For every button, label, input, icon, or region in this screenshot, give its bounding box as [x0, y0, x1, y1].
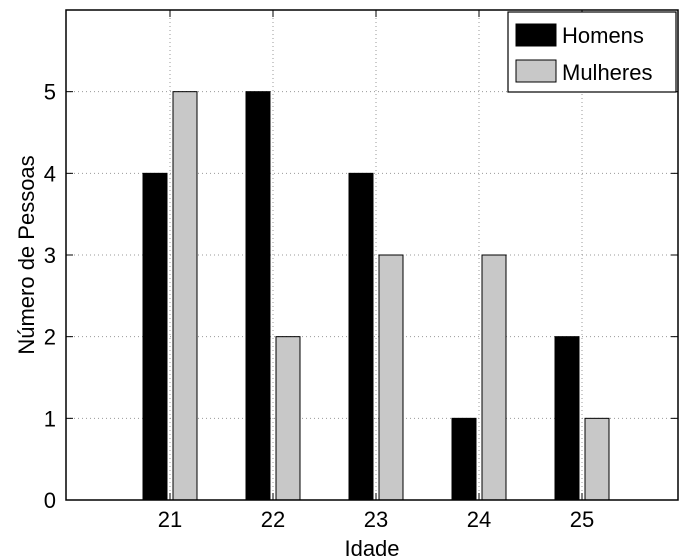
x-tick-label: 24	[467, 507, 491, 532]
y-tick-labels: 0 1 2 3 4 5	[44, 80, 56, 513]
legend-label-mulheres: Mulheres	[562, 60, 652, 85]
x-axis-title: Idade	[344, 536, 399, 560]
y-axis-title: Número de Pessoas	[14, 155, 39, 354]
bar-mulheres-24	[481, 254, 507, 501]
legend-label-homens: Homens	[562, 23, 644, 48]
legend-swatch-homens	[515, 23, 557, 47]
y-tick-label: 2	[44, 325, 56, 350]
x-tick-label: 22	[261, 507, 285, 532]
bar-homens-23	[348, 172, 374, 501]
y-tick-label: 5	[44, 80, 56, 105]
bar-homens-21	[142, 172, 168, 501]
bars	[142, 91, 610, 501]
y-tick-label: 4	[44, 161, 56, 186]
bar-homens-22	[245, 91, 271, 501]
legend-swatch-mulheres	[515, 59, 557, 83]
x-tick-labels: 21 22 23 24 25	[158, 507, 594, 532]
x-tick-label: 25	[570, 507, 594, 532]
bar-mulheres-21	[172, 91, 198, 501]
bar-mulheres-25	[584, 417, 610, 501]
y-tick-label: 1	[44, 406, 56, 431]
x-tick-label: 23	[364, 507, 388, 532]
bar-homens-25	[554, 336, 580, 501]
x-tick-label: 21	[158, 507, 182, 532]
legend: Homens Mulheres	[507, 11, 677, 93]
grid-lines	[66, 10, 678, 500]
axis-ticks	[66, 10, 678, 501]
bar-mulheres-22	[275, 336, 301, 501]
bar-homens-24	[451, 417, 477, 501]
y-tick-label: 3	[44, 243, 56, 268]
bar-mulheres-23	[378, 254, 404, 501]
y-tick-label: 0	[44, 488, 56, 513]
